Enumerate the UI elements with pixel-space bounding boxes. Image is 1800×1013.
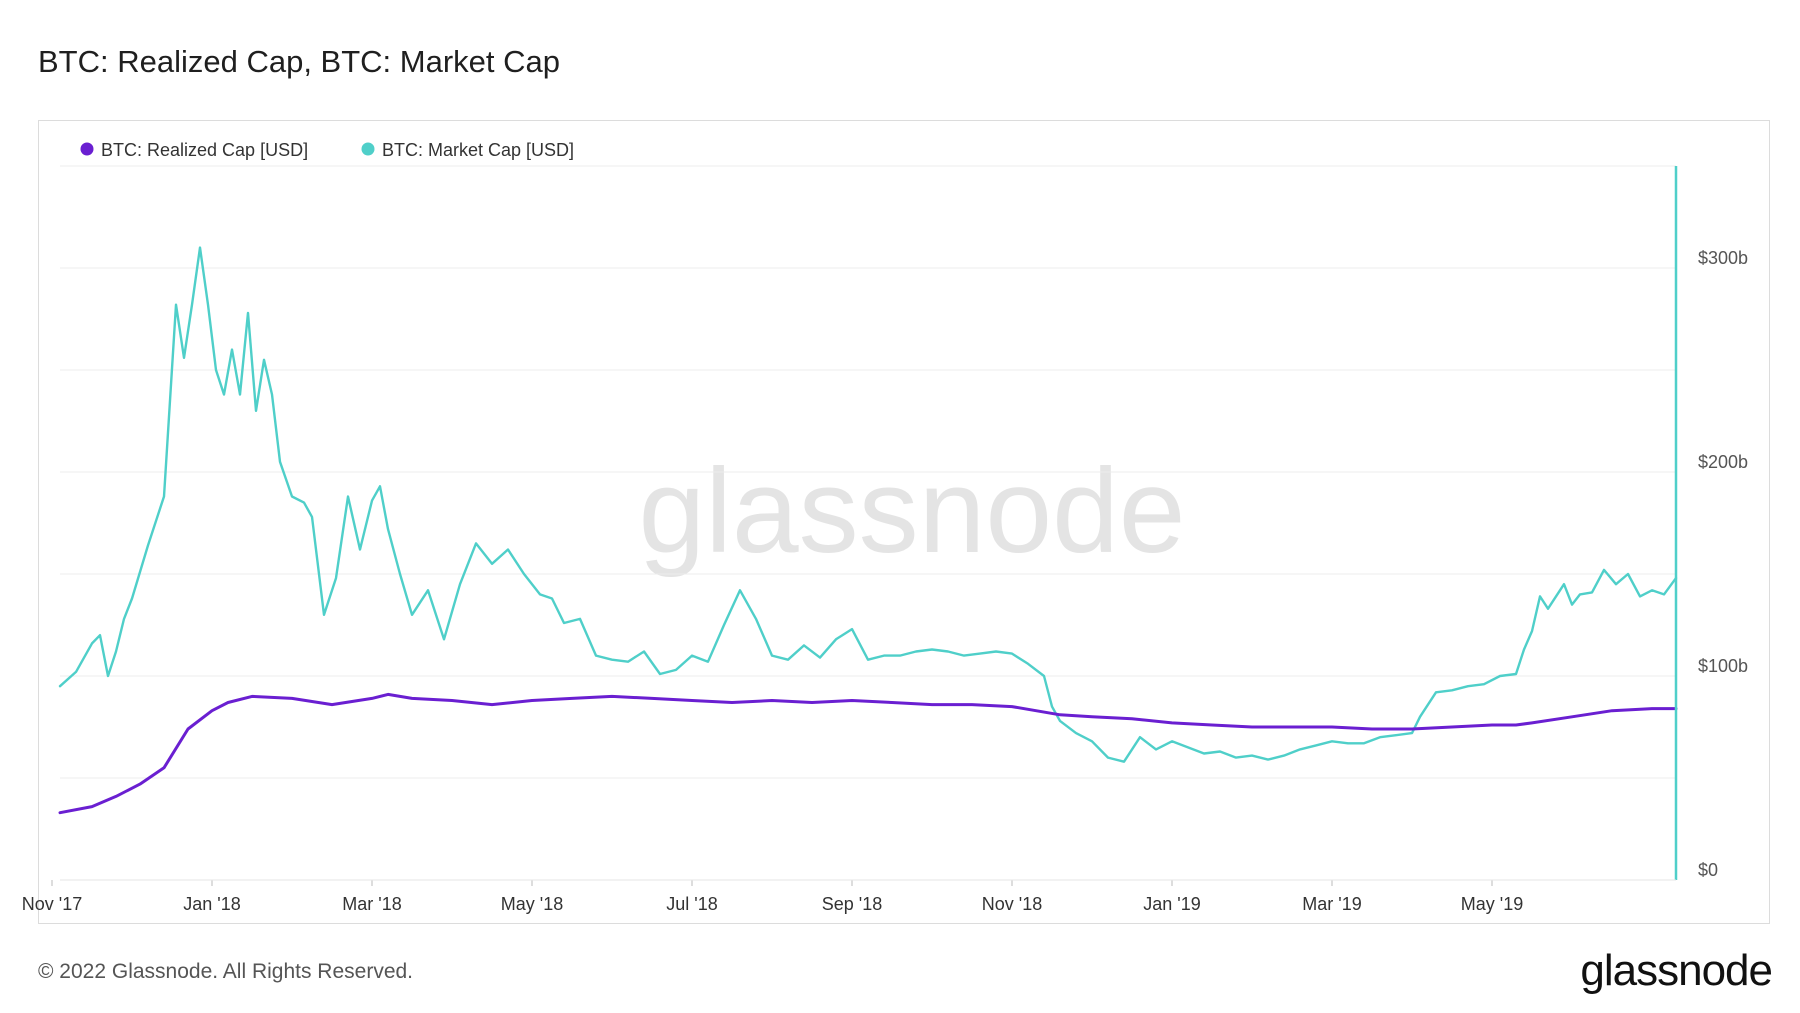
x-tick-label: Jan '19	[1143, 894, 1200, 914]
x-tick-label: Mar '18	[342, 894, 401, 914]
legend: BTC: Realized Cap [USD] BTC: Market Cap […	[80, 140, 574, 160]
y-tick-label: $100b	[1698, 656, 1748, 676]
legend-marker	[80, 142, 94, 156]
watermark: glassnode	[638, 444, 1185, 578]
series-line-market-cap	[58, 246, 1678, 763]
x-tick-label: Sep '18	[822, 894, 883, 914]
y-tick-label: $200b	[1698, 452, 1748, 472]
y-tick-label: $300b	[1698, 248, 1748, 268]
x-tick-label: Jan '18	[183, 894, 240, 914]
series-lines	[58, 246, 1678, 815]
series-line-realized-cap	[58, 692, 1678, 815]
glassnode-logo: glassnode	[1580, 946, 1773, 995]
x-tick-label: Jul '18	[666, 894, 717, 914]
chart-title: BTC: Realized Cap, BTC: Market Cap	[38, 44, 561, 79]
y-tick-label: $0	[1698, 860, 1718, 880]
x-tick-label: May '19	[1461, 894, 1523, 914]
legend-label[interactable]: BTC: Realized Cap [USD]	[101, 140, 308, 160]
y-axis-ticks: $0 $100b $200b $300b	[1698, 248, 1748, 880]
x-tick-label: Nov '17	[22, 894, 82, 914]
chart-frame	[38, 120, 1770, 924]
copyright-footer: © 2022 Glassnode. All Rights Reserved.	[38, 960, 414, 983]
legend-marker	[361, 142, 375, 156]
x-tick-label: Nov '18	[982, 894, 1042, 914]
chart-svg: glassnode Nov '17 Jan '18 Mar '18 May '18 Ju…	[22, 140, 1748, 914]
x-tick-label: May '18	[501, 894, 563, 914]
legend-label[interactable]: BTC: Market Cap [USD]	[382, 140, 574, 160]
x-axis-ticks: Nov '17 Jan '18 Mar '18 May '18 Jul '18 Sep '…	[22, 880, 1523, 914]
x-tick-label: Mar '19	[1302, 894, 1361, 914]
grid-lines	[60, 165, 1676, 779]
